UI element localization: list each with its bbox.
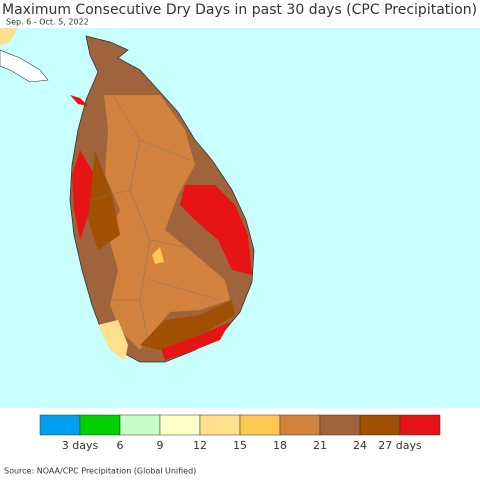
legend-label: 27 days bbox=[378, 439, 422, 452]
region-24-south bbox=[140, 300, 235, 350]
district-borders bbox=[89, 89, 221, 351]
region-15 bbox=[98, 320, 128, 360]
legend-label: 21 bbox=[313, 439, 327, 452]
region-24-west bbox=[88, 150, 120, 250]
region-21 bbox=[104, 95, 230, 350]
region-27-south bbox=[160, 322, 230, 360]
legend-swatch bbox=[199, 414, 241, 436]
source: Source: NOAA/CPC Precipitation (Global U… bbox=[4, 467, 196, 476]
legend-swatch bbox=[79, 414, 121, 436]
legend-swatch bbox=[119, 414, 161, 436]
region-27-west bbox=[72, 150, 95, 240]
legend-swatch bbox=[39, 414, 81, 436]
region-27-east bbox=[180, 185, 252, 275]
legend-label: 6 bbox=[117, 439, 124, 452]
legend-label: 15 bbox=[233, 439, 247, 452]
legend-label: 18 bbox=[273, 439, 287, 452]
title: Maximum Consecutive Dry Days in past 30 … bbox=[2, 2, 477, 18]
legend-swatch bbox=[359, 414, 401, 436]
region-18 bbox=[152, 247, 164, 264]
legend-swatch bbox=[239, 414, 281, 436]
legend-label: 12 bbox=[193, 439, 207, 452]
mannar bbox=[70, 95, 88, 106]
legend-swatch bbox=[399, 414, 441, 436]
legend-swatch bbox=[279, 414, 321, 436]
mainland-india bbox=[0, 28, 18, 46]
legend-label: 3 days bbox=[62, 439, 99, 452]
subtitle: Sep. 6 - Oct. 5, 2022 bbox=[6, 18, 89, 27]
legend-label: 24 bbox=[353, 439, 367, 452]
legend-label: 9 bbox=[157, 439, 164, 452]
legend-swatch bbox=[319, 414, 361, 436]
legend: 3 days 6 9 12 15 18 21 24 27 days bbox=[39, 414, 441, 452]
legend-swatch bbox=[159, 414, 201, 436]
mainland-coast bbox=[0, 49, 49, 83]
